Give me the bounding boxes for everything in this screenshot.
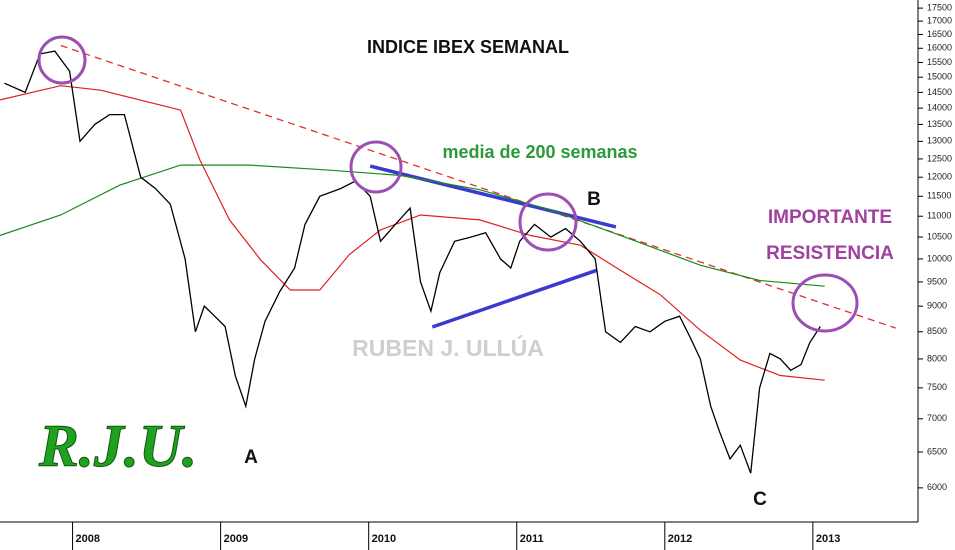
y-tick-label: 12000 [927,172,952,182]
y-tick-label: 12500 [927,153,952,163]
circle [518,192,578,252]
y-tick-label: 16000 [927,43,952,53]
y-tick-label: 7500 [927,382,947,392]
y-tick-label: 11000 [927,211,951,221]
resistance-label: IMPORTANTE [768,207,892,228]
y-tick-label: 10500 [927,231,952,241]
x-tick-label: 2012 [668,533,692,545]
point-label: A [244,447,258,468]
y-tick-label: 15500 [927,57,952,67]
x-tick-label: 2013 [816,533,840,545]
y-tick-label: 17000 [927,15,952,25]
point-label: B [587,189,601,210]
series-line [0,85,825,381]
y-tick-label: 9000 [927,301,947,311]
trend-line [369,164,617,229]
x-tick-label: 2011 [520,533,544,545]
x-tick-label: 2008 [76,533,100,545]
point-label: C [753,489,767,510]
y-tick-label: 13000 [927,136,952,146]
highlight-circles [37,35,859,333]
y-tick-label: 13500 [927,119,952,129]
ma-label: media de 200 semanas [442,142,637,162]
series-line [4,50,821,474]
y-tick-label: 14500 [927,87,952,97]
y-tick-label: 8000 [927,353,947,363]
y-tick-label: 15000 [927,72,952,82]
y-tick-label: 6500 [927,446,947,456]
y-tick-label: 10000 [927,253,952,263]
watermark: RUBEN J. ULLÚA [352,334,544,361]
y-tick-label: 16500 [927,29,952,39]
y-tick-label: 7000 [927,413,947,423]
x-tick-label: 2010 [372,533,396,545]
y-tick-label: 6000 [927,482,947,492]
chart-title: INDICE IBEX SEMANAL [367,37,569,57]
y-tick-label: 9500 [927,276,947,286]
y-tick-label: 17500 [927,2,952,12]
trend-line [431,268,598,329]
circle [37,35,87,85]
y-tick-label: 11500 [927,191,951,201]
y-tick-label: 8500 [927,326,947,336]
x-tick-label: 2009 [224,533,248,545]
trend-line [60,44,897,329]
circle [349,140,403,194]
logo: R.J.U. [38,413,197,479]
resistance-label: RESISTENCIA [766,243,894,264]
circle [791,273,859,333]
y-tick-label: 14000 [927,103,952,113]
